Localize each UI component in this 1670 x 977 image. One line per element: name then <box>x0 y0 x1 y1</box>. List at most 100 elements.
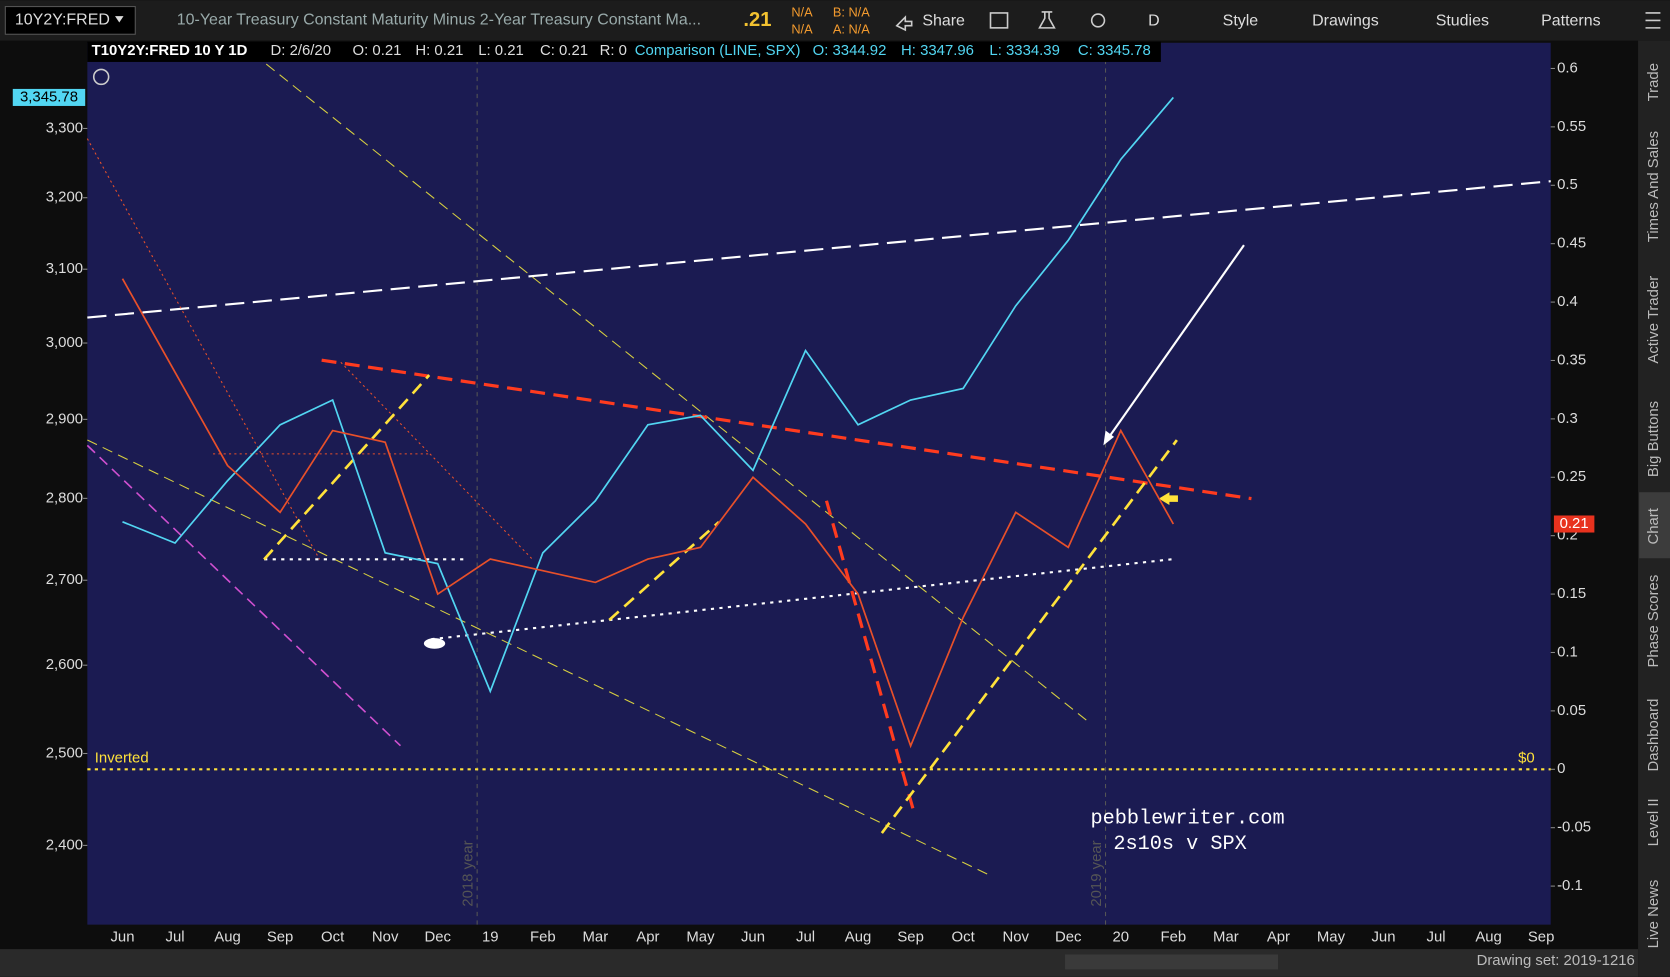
side-tab[interactable]: Times And Sales <box>1646 131 1662 242</box>
trendline[interactable] <box>321 358 1252 501</box>
aggregation-button[interactable]: D <box>1148 13 1160 30</box>
yellow-arrow[interactable] <box>1158 492 1178 506</box>
trendline[interactable] <box>608 521 720 622</box>
y2-tick-label: 0.25 <box>1557 469 1586 485</box>
legend-comparison: Comparison (LINE, SPX) <box>635 43 801 59</box>
y-tick-label: 3,100 <box>46 261 83 277</box>
x-tick-label: Oct <box>952 929 976 945</box>
dropdown-icon[interactable] <box>115 16 124 23</box>
trendline[interactable] <box>87 180 1551 319</box>
symbol-box[interactable] <box>4 6 136 35</box>
trendline[interactable] <box>263 374 431 561</box>
y-tick-label: 2,900 <box>46 411 83 427</box>
active-tab <box>1639 492 1670 559</box>
x-tick-label: May <box>1317 929 1346 945</box>
drawing-set: Drawing set: 2019-1216 <box>1477 953 1635 969</box>
y-tick-label: 2,500 <box>46 745 83 761</box>
side-tab[interactable]: Trade <box>1646 63 1662 101</box>
arrow-head <box>1103 430 1115 446</box>
last-price-tag <box>1553 515 1595 533</box>
x-tick-label: Nov <box>372 929 399 945</box>
x-tick-label: Dec <box>424 929 451 945</box>
x-tick-label: Mar <box>1213 929 1239 945</box>
x-tick-label: Feb <box>530 929 556 945</box>
legend-cmp-high: H: 3347.96 <box>901 43 974 59</box>
trendline[interactable] <box>87 439 991 877</box>
trendline[interactable] <box>86 444 402 747</box>
share-button[interactable]: Share <box>922 13 965 30</box>
side-tab[interactable]: Active Trader <box>1646 276 1662 364</box>
y-tick-label: 2,400 <box>46 837 83 853</box>
x-tick-label: Oct <box>321 929 345 945</box>
x-tick-label: Aug <box>1475 929 1502 945</box>
y2-tick-label: 0 <box>1557 761 1565 777</box>
legend-high: H: 0.21 <box>415 43 463 59</box>
y-tick-label: 2,700 <box>46 572 83 588</box>
x-tick-label: Nov <box>1002 929 1029 945</box>
x-tick-label: Mar <box>583 929 609 945</box>
x-tick-label: Sep <box>267 929 294 945</box>
plot-area[interactable] <box>87 42 1551 925</box>
y2-tick-label: 0.1 <box>1557 644 1578 660</box>
description: 10-Year Treasury Constant Maturity Minus… <box>177 12 701 29</box>
trendline[interactable] <box>340 361 533 560</box>
last-price: .21 <box>743 9 771 31</box>
side-tab[interactable]: Phase Scores <box>1646 575 1662 668</box>
x-tick-label: Aug <box>845 929 872 945</box>
drawings <box>86 42 1551 925</box>
side-tab[interactable]: Live News <box>1646 880 1662 949</box>
watermark: pebblewriter.com <box>1090 807 1284 830</box>
legend-bar <box>87 41 1161 62</box>
info-icon[interactable] <box>92 68 110 86</box>
marker[interactable] <box>423 638 446 649</box>
drawings-button[interactable]: Drawings <box>1312 13 1379 30</box>
y-tick-label: 2,800 <box>46 490 83 506</box>
change: N/A <box>791 4 813 19</box>
x-tick-label: Jun <box>110 929 134 945</box>
x-tick-label: 20 <box>1112 929 1129 945</box>
zero-line-tag: $0 <box>1518 751 1535 767</box>
x-tick-label: Jul <box>796 929 815 945</box>
y2-tick-label: 0.35 <box>1557 352 1586 368</box>
y-tick-label: 3,300 <box>46 120 83 136</box>
legend-range: R: 0 <box>600 43 627 59</box>
x-tick-label: Dec <box>1055 929 1082 945</box>
side-tab-group: Trade Times And Sales Active Trader Big But… <box>1646 63 1662 948</box>
y2-tick-label: 0.5 <box>1557 177 1578 193</box>
x-tick-label: May <box>686 929 715 945</box>
side-tab[interactable]: Big Buttons <box>1646 401 1662 477</box>
ask: A: N/A <box>833 21 870 36</box>
scrollbar[interactable] <box>1065 954 1279 970</box>
x-tick-label: Apr <box>1267 929 1290 945</box>
watermark: 2s10s v SPX <box>1113 833 1246 856</box>
year-label: 2019 year <box>1089 840 1105 906</box>
trendline[interactable] <box>880 439 1178 834</box>
trendline[interactable] <box>86 138 320 560</box>
side-tab[interactable]: Dashboard <box>1646 699 1662 772</box>
bid: B: N/A <box>833 4 870 19</box>
legend-close: C: 0.21 <box>540 43 588 59</box>
studies-button[interactable]: Studies <box>1436 13 1489 30</box>
x-tick-label: Jul <box>165 929 184 945</box>
change-pct: N/A <box>791 21 813 36</box>
arrow[interactable] <box>1106 244 1245 440</box>
toolbar-icons <box>895 11 1661 32</box>
y2-tick-label: 0.05 <box>1557 703 1586 719</box>
x-tick-label: Sep <box>897 929 924 945</box>
side-tab[interactable]: Chart <box>1646 507 1662 544</box>
series-line <box>121 278 1175 749</box>
y2-tick-label: 0.55 <box>1557 119 1586 135</box>
legend-symbol: T10Y2Y:FRED 10 Y 1D <box>92 43 248 59</box>
y-tick-label: 3,000 <box>46 335 83 351</box>
side-tab[interactable]: Level II <box>1646 798 1662 846</box>
style-button[interactable]: Style <box>1223 13 1259 30</box>
trendline[interactable] <box>265 63 1087 721</box>
legend-cmp-close: C: 3345.78 <box>1078 43 1151 59</box>
trendline[interactable] <box>824 500 916 813</box>
year-label: 2018 year <box>461 840 477 906</box>
y2-tick-label: 0.6 <box>1557 60 1578 76</box>
patterns-button[interactable]: Patterns <box>1541 13 1600 30</box>
toolbar <box>0 0 1670 41</box>
symbol[interactable]: 10Y2Y:FRED <box>15 12 110 29</box>
last-price-tag <box>12 88 86 106</box>
